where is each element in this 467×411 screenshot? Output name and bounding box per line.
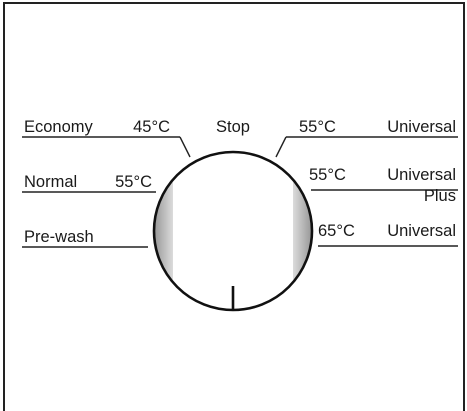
option-65-universal-name: Universal	[387, 222, 456, 240]
option-economy-temp: 45°C	[133, 118, 170, 136]
option-universal-name: Universal	[387, 118, 456, 136]
option-universal-plus-sub: Plus	[424, 187, 456, 205]
option-prewash-name: Pre-wash	[24, 228, 94, 246]
option-65-universal-temp: 65°C	[318, 222, 355, 240]
option-universal-plus-temp: 55°C	[309, 166, 346, 184]
option-normal-temp: 55°C	[115, 173, 152, 191]
leader-line-universal-tick	[275, 136, 287, 158]
leader-line-economy-tick	[179, 136, 191, 158]
option-economy-name: Economy	[24, 118, 94, 136]
option-normal-name: Normal	[24, 173, 77, 191]
stop-label: Stop	[216, 118, 250, 136]
option-universal-temp: 55°C	[299, 118, 336, 136]
option-universal-plus-name: Universal	[387, 166, 456, 184]
panel-border	[3, 2, 465, 411]
